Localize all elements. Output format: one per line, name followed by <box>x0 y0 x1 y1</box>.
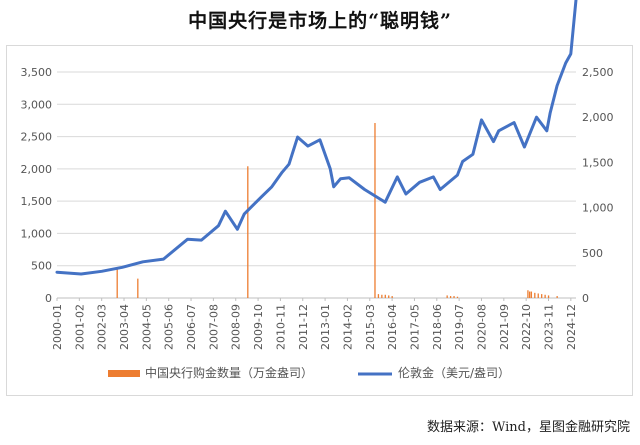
bar <box>116 268 118 298</box>
right-tick-label: 1,500 <box>582 156 614 169</box>
right-tick-label: 2,000 <box>582 111 614 124</box>
x-tick-label: 2003-04 <box>118 304 131 350</box>
left-tick-label: 1,500 <box>21 195 53 208</box>
bar <box>391 296 393 298</box>
x-tick-label: 2008-09 <box>230 304 243 350</box>
x-tick-label: 2011-12 <box>297 304 310 350</box>
bar <box>388 295 390 298</box>
gold-price-line <box>55 0 578 276</box>
left-tick-label: 0 <box>45 292 52 305</box>
left-tick-label: 500 <box>31 260 52 273</box>
x-tick-label: 2004-05 <box>140 304 153 350</box>
bar <box>374 123 376 298</box>
x-tick-label: 2001-02 <box>73 304 86 350</box>
bar <box>547 295 550 298</box>
bar <box>544 294 546 298</box>
x-tick-label: 2009-10 <box>252 304 265 350</box>
chart-title: 中国央行是市场上的“聪明钱” <box>188 10 452 32</box>
bar <box>556 296 558 298</box>
x-tick-label: 2020-08 <box>475 304 488 350</box>
left-tick-label: 2,500 <box>21 131 53 144</box>
x-tick-label: 2018-06 <box>431 304 444 350</box>
x-tick-label: 2023-11 <box>543 304 556 350</box>
right-tick-label: 1,000 <box>582 202 614 215</box>
legend-label-line: 伦敦金（美元/盎司） <box>398 365 510 380</box>
x-tick-label: 2017-05 <box>408 304 421 350</box>
left-tick-label: 1,000 <box>21 227 53 240</box>
bar <box>247 166 249 298</box>
x-tick-label: 2022-10 <box>520 304 533 350</box>
x-tick-label: 2000-01 <box>51 304 64 350</box>
right-tick-label: 2,500 <box>582 66 614 79</box>
x-tick-label: 2016-04 <box>386 304 399 350</box>
bar <box>528 291 531 298</box>
source-note: 数据来源：Wind，星图金融研究院 <box>427 420 630 435</box>
bar <box>527 290 529 298</box>
left-tick-label: 3,500 <box>21 66 53 79</box>
bar <box>537 293 539 298</box>
legend-swatch-bar <box>108 370 140 377</box>
x-tick-label: 2007-08 <box>207 304 220 350</box>
bar <box>530 291 533 298</box>
x-tick-label: 2010-11 <box>274 304 287 350</box>
x-tick-label: 2015-03 <box>364 304 377 350</box>
bar <box>384 294 386 298</box>
x-tick-label: 2013-01 <box>319 304 332 350</box>
x-tick-label: 2021-09 <box>498 304 511 350</box>
x-tick-label: 2002-03 <box>96 304 109 350</box>
x-tick-label: 2014-02 <box>341 304 354 350</box>
bar <box>541 294 543 298</box>
bar <box>137 278 139 298</box>
right-tick-label: 500 <box>582 247 603 260</box>
bar <box>377 294 380 298</box>
chart-frame <box>6 45 633 396</box>
bar <box>453 296 455 298</box>
bar <box>534 292 536 298</box>
x-tick-label: 2006-07 <box>185 304 198 350</box>
legend-label-bar: 中国央行购金数量（万金盎司） <box>145 365 313 380</box>
right-tick-label: 0 <box>582 292 589 305</box>
left-tick-label: 3,000 <box>21 98 53 111</box>
bar <box>456 296 459 298</box>
x-tick-label: 2019-07 <box>453 304 466 350</box>
x-tick-label: 2024-12 <box>565 304 578 350</box>
bar <box>446 295 448 298</box>
bar <box>381 294 383 298</box>
left-tick-label: 2,000 <box>21 163 53 176</box>
bar <box>449 296 452 298</box>
x-tick-label: 2005-06 <box>163 304 176 350</box>
